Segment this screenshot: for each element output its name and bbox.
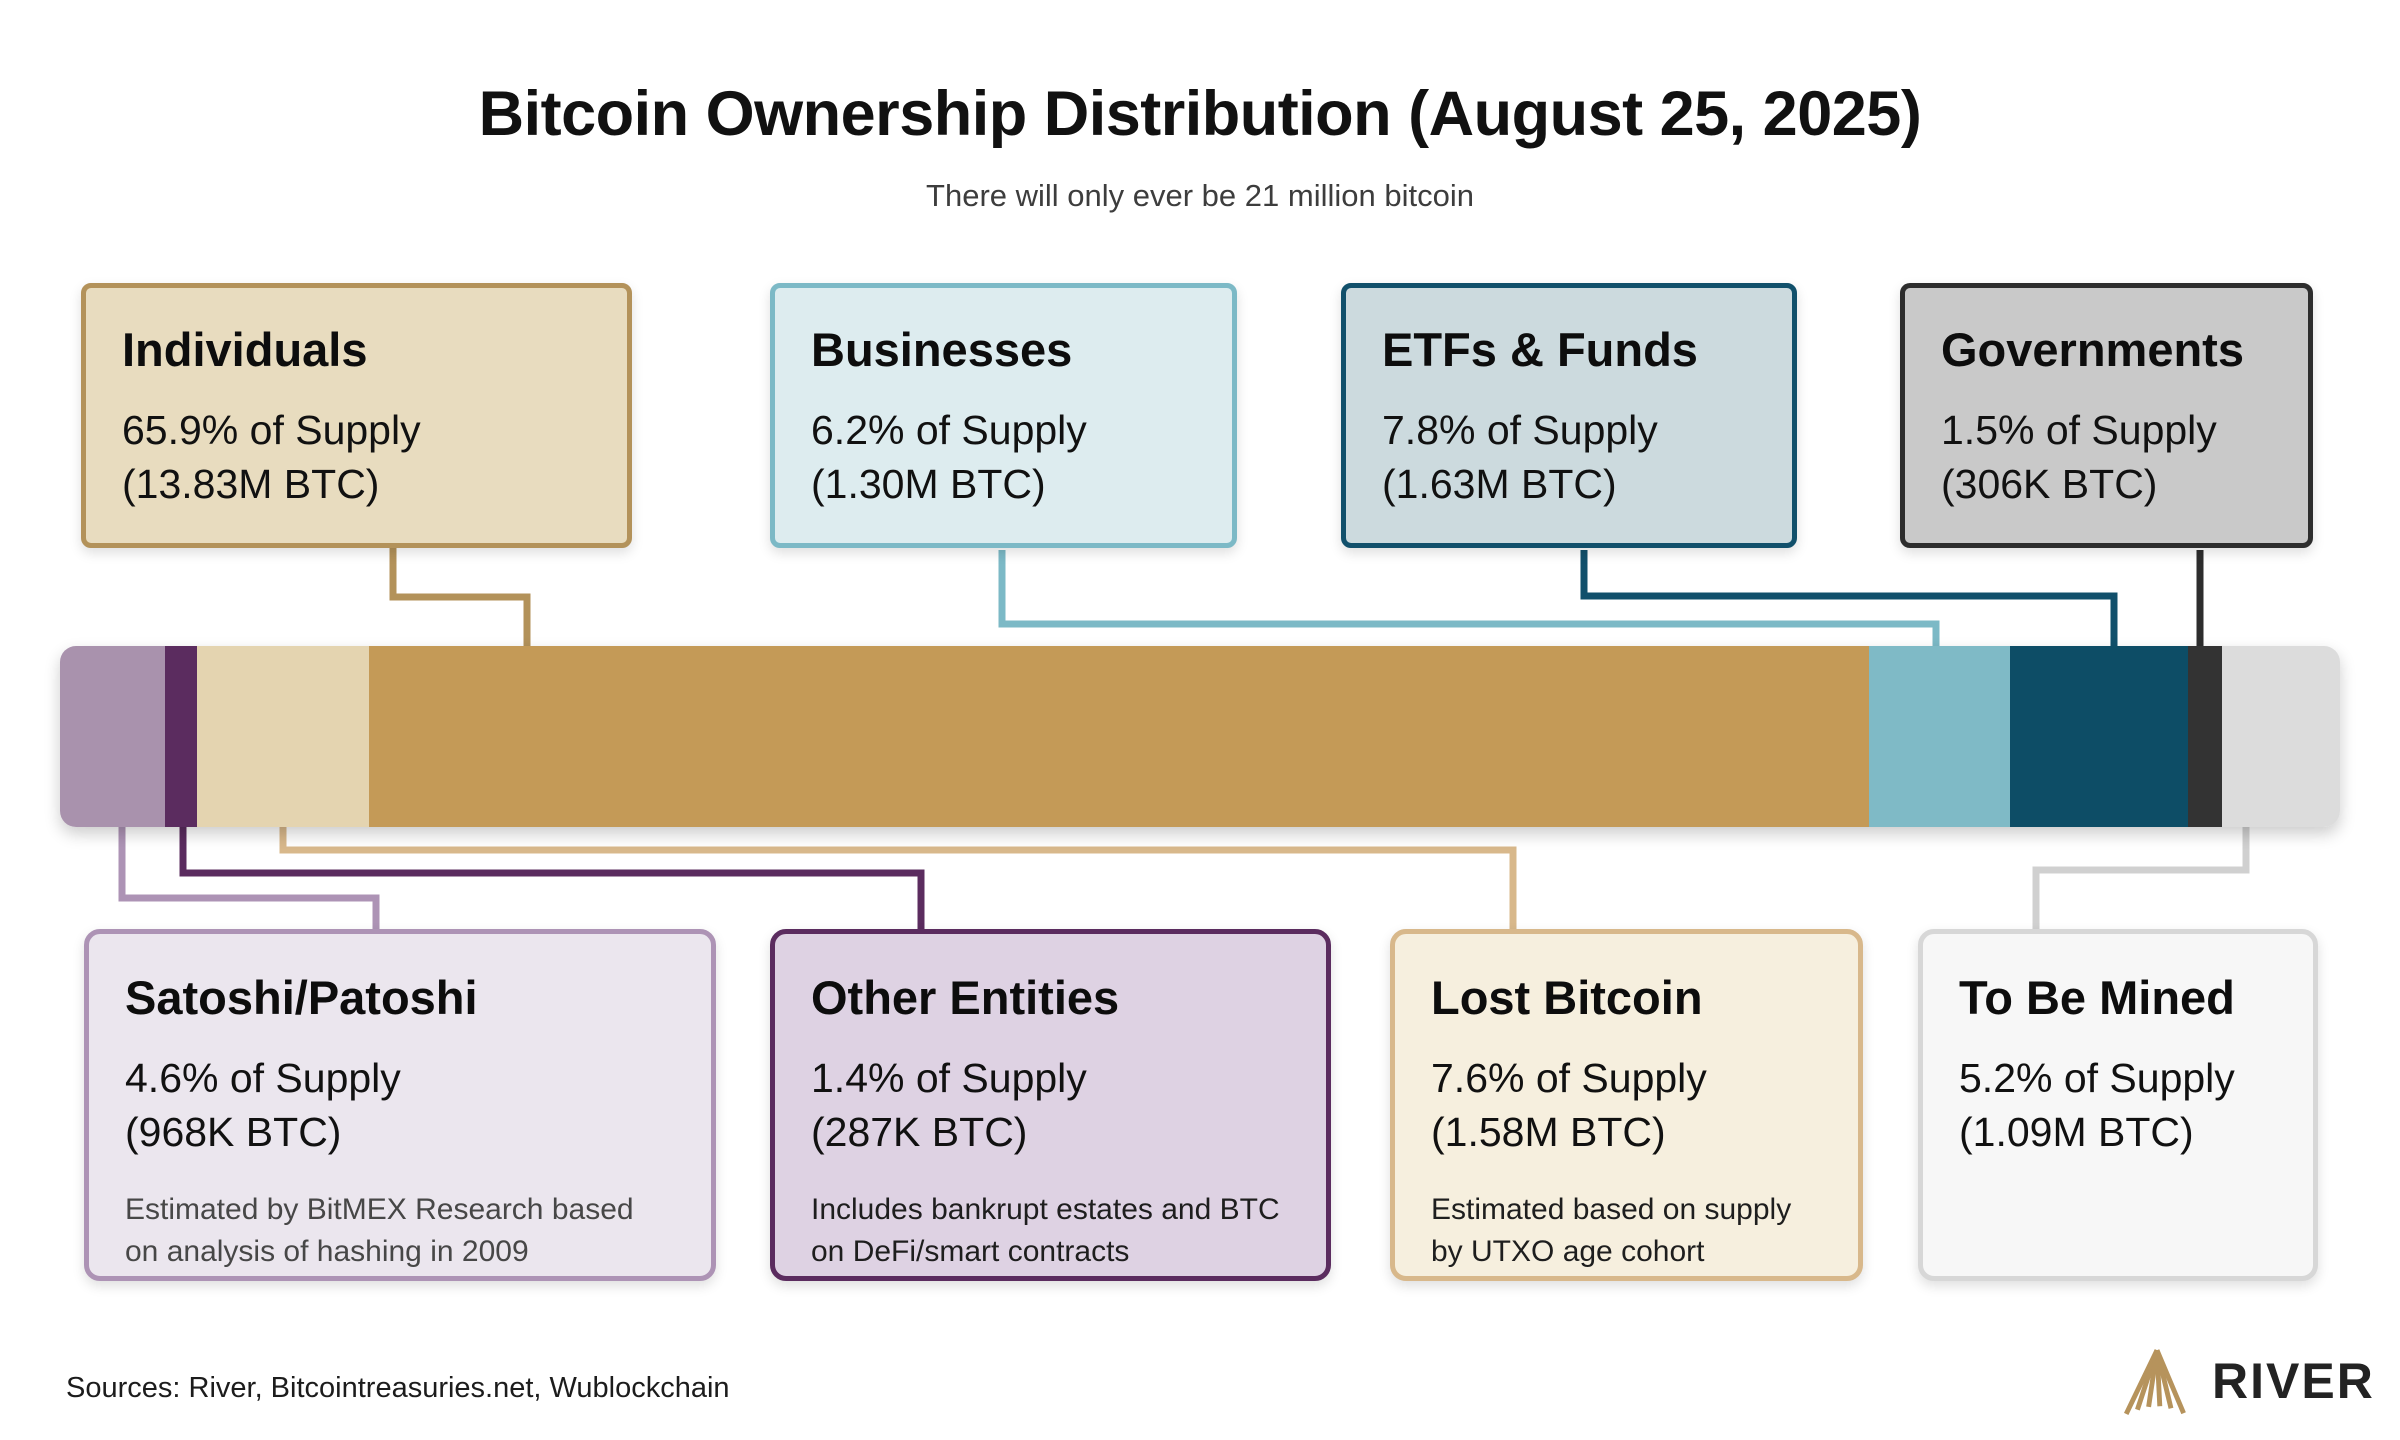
box-individuals-stat-btc: (13.83M BTC) — [122, 461, 380, 508]
box-satoshi-patoshi-note: Estimated by BitMEX Research based on an… — [125, 1193, 634, 1268]
box-other-entities-stat-btc: (287K BTC) — [811, 1109, 1028, 1156]
bar-segment-satoshi-patoshi — [60, 646, 165, 827]
box-governments-title: Governments — [1941, 323, 2244, 376]
box-governments-stat-pct: 1.5% of Supply — [1941, 407, 2217, 453]
river-logo: RIVER — [2118, 1346, 2375, 1416]
box-other-entities-note: Includes bankrupt estates and BTC on DeF… — [811, 1193, 1280, 1268]
box-to-be-mined: To Be Mined 5.2% of Supply (1.09M BTC) — [1918, 929, 2318, 1281]
box-lost-bitcoin-title: Lost Bitcoin — [1431, 971, 1703, 1024]
box-governments-stat-btc: (306K BTC) — [1941, 461, 2158, 508]
box-businesses-title: Businesses — [811, 323, 1073, 376]
box-other-entities-title: Other Entities — [811, 971, 1120, 1024]
bar-segment-other-entities — [164, 646, 197, 827]
bar-segment-individuals — [369, 646, 1869, 827]
box-lost-bitcoin-note: Estimated based on supply by UTXO age co… — [1431, 1193, 1792, 1268]
box-other-entities-stat-pct: 1.4% of Supply — [811, 1055, 1087, 1101]
box-satoshi-patoshi: Satoshi/Patoshi 4.6% of Supply (968K BTC… — [84, 929, 716, 1281]
box-satoshi-patoshi-title: Satoshi/Patoshi — [125, 971, 478, 1024]
river-logo-icon — [2123, 1349, 2186, 1415]
box-businesses-stat-btc: (1.30M BTC) — [811, 461, 1046, 508]
box-etfs-funds: ETFs & Funds 7.8% of Supply (1.63M BTC) — [1341, 283, 1797, 548]
box-etfs-funds-title: ETFs & Funds — [1382, 323, 1698, 376]
bar-segment-businesses — [1868, 646, 2011, 827]
connector-lost-bitcoin — [279, 823, 1517, 934]
connector-etfs-funds — [1580, 550, 2118, 650]
bar-segment-lost-bitcoin — [196, 646, 370, 827]
box-to-be-mined-stat-pct: 5.2% of Supply — [1959, 1055, 2235, 1101]
connector-individuals — [389, 545, 531, 650]
supply-bar — [60, 646, 2340, 827]
bar-segment-to-be-mined — [2221, 646, 2340, 827]
bar-segment-governments — [2187, 646, 2222, 827]
connector-satoshi-patoshi — [118, 823, 380, 934]
box-other-entities: Other Entities 1.4% of Supply (287K BTC)… — [770, 929, 1331, 1281]
box-lost-bitcoin-stat-pct: 7.6% of Supply — [1431, 1055, 1707, 1101]
box-lost-bitcoin: Lost Bitcoin 7.6% of Supply (1.58M BTC) … — [1390, 929, 1863, 1281]
river-wordmark: RIVER — [2212, 1353, 2375, 1409]
box-individuals-title: Individuals — [122, 323, 368, 376]
box-satoshi-patoshi-stat-btc: (968K BTC) — [125, 1109, 342, 1156]
connector-businesses — [998, 550, 1940, 650]
box-etfs-funds-stat-pct: 7.8% of Supply — [1382, 407, 1658, 453]
box-individuals-stat-pct: 65.9% of Supply — [122, 407, 421, 453]
box-lost-bitcoin-stat-btc: (1.58M BTC) — [1431, 1109, 1666, 1156]
box-businesses-stat-pct: 6.2% of Supply — [811, 407, 1087, 453]
connector-other-entities — [179, 823, 925, 934]
box-governments: Governments 1.5% of Supply (306K BTC) — [1900, 283, 2313, 548]
box-to-be-mined-title: To Be Mined — [1959, 971, 2235, 1024]
connector-to-be-mined — [2032, 823, 2250, 934]
box-etfs-funds-stat-btc: (1.63M BTC) — [1382, 461, 1617, 508]
page-subtitle: There will only ever be 21 million bitco… — [926, 178, 1474, 213]
sources-text: Sources: River, Bitcointreasuries.net, W… — [66, 1372, 730, 1404]
page-title: Bitcoin Ownership Distribution (August 2… — [478, 79, 1922, 149]
bar-segment-etfs-funds — [2010, 646, 2188, 827]
box-businesses: Businesses 6.2% of Supply (1.30M BTC) — [770, 283, 1237, 548]
box-satoshi-patoshi-stat-pct: 4.6% of Supply — [125, 1055, 401, 1101]
box-to-be-mined-stat-btc: (1.09M BTC) — [1959, 1109, 2194, 1156]
box-individuals: Individuals 65.9% of Supply (13.83M BTC) — [81, 283, 632, 548]
